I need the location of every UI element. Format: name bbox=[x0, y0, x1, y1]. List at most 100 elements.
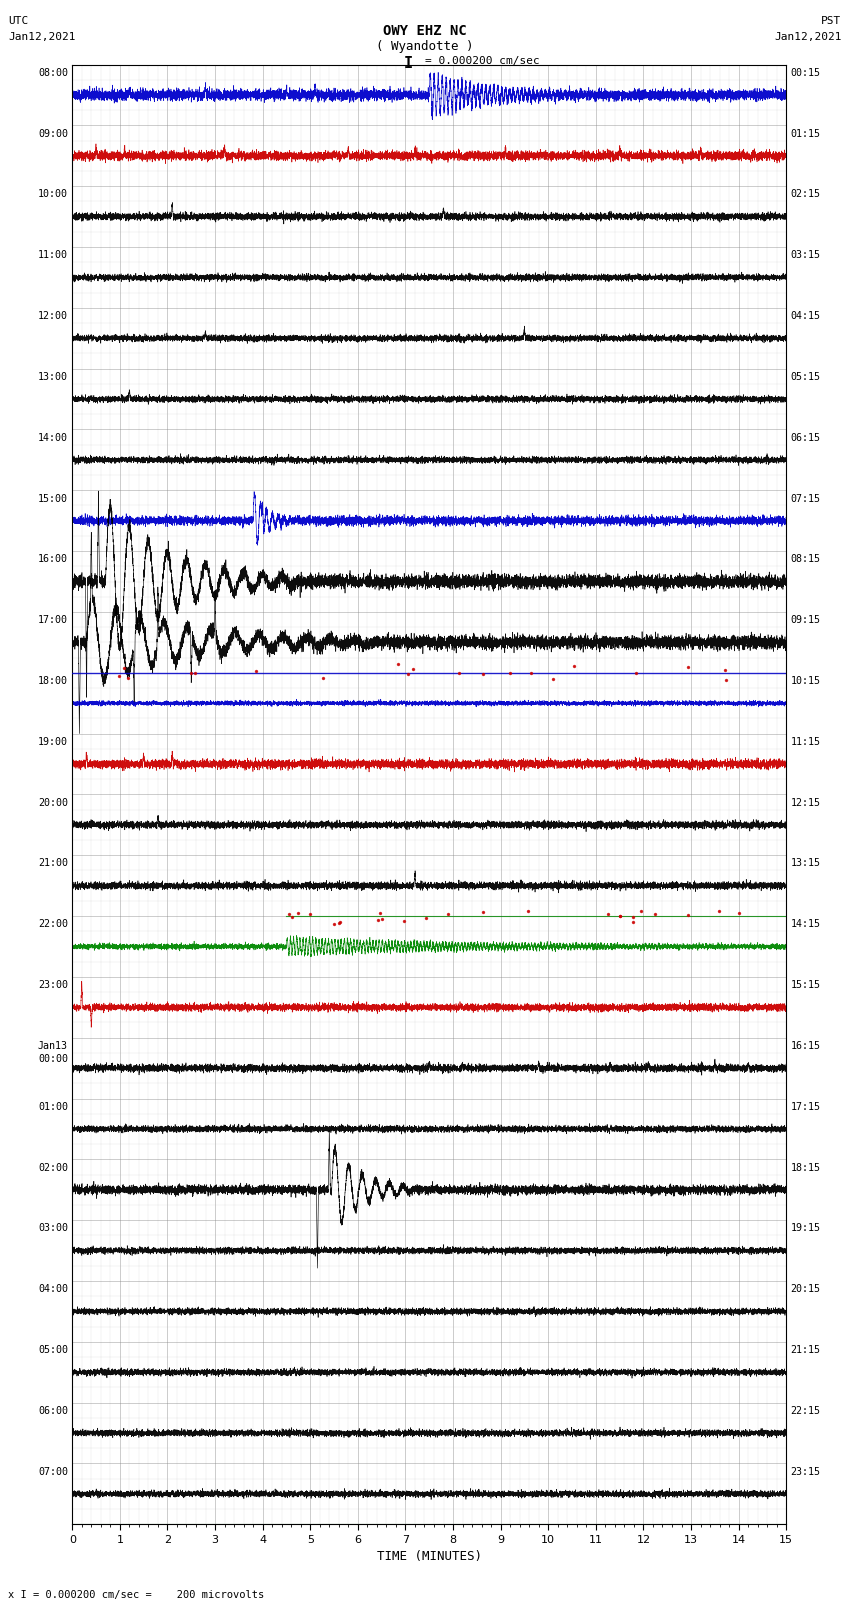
Point bbox=[398, 908, 411, 934]
Point bbox=[112, 663, 126, 689]
Point bbox=[613, 903, 626, 929]
Text: 13:00: 13:00 bbox=[38, 373, 68, 382]
Text: 17:00: 17:00 bbox=[38, 615, 68, 626]
Point bbox=[184, 660, 198, 686]
Point bbox=[391, 652, 405, 677]
Point bbox=[371, 908, 385, 934]
Point bbox=[634, 898, 648, 924]
Text: 01:15: 01:15 bbox=[790, 129, 820, 139]
Text: 15:15: 15:15 bbox=[790, 981, 820, 990]
Point bbox=[316, 665, 330, 690]
Text: 09:00: 09:00 bbox=[38, 129, 68, 139]
Text: 19:15: 19:15 bbox=[790, 1223, 820, 1234]
Text: 07:15: 07:15 bbox=[790, 494, 820, 503]
X-axis label: TIME (MINUTES): TIME (MINUTES) bbox=[377, 1550, 482, 1563]
Point bbox=[406, 656, 420, 682]
Point bbox=[188, 660, 201, 686]
Text: 21:15: 21:15 bbox=[790, 1345, 820, 1355]
Point bbox=[720, 666, 734, 692]
Text: 10:15: 10:15 bbox=[790, 676, 820, 686]
Point bbox=[568, 653, 581, 679]
Point bbox=[547, 666, 560, 692]
Point bbox=[249, 658, 263, 684]
Point bbox=[333, 910, 347, 936]
Text: ( Wyandotte ): ( Wyandotte ) bbox=[377, 40, 473, 53]
Text: 10:00: 10:00 bbox=[38, 189, 68, 200]
Text: 03:00: 03:00 bbox=[38, 1223, 68, 1234]
Text: Jan13: Jan13 bbox=[38, 1040, 68, 1052]
Point bbox=[327, 911, 341, 937]
Point bbox=[626, 908, 640, 934]
Point bbox=[733, 900, 746, 926]
Point bbox=[122, 665, 135, 690]
Text: 12:15: 12:15 bbox=[790, 798, 820, 808]
Text: 00:15: 00:15 bbox=[790, 68, 820, 77]
Point bbox=[524, 660, 538, 686]
Text: 05:15: 05:15 bbox=[790, 373, 820, 382]
Point bbox=[682, 902, 695, 927]
Text: 20:00: 20:00 bbox=[38, 798, 68, 808]
Text: 21:00: 21:00 bbox=[38, 858, 68, 868]
Point bbox=[477, 898, 490, 924]
Text: 14:15: 14:15 bbox=[790, 919, 820, 929]
Text: 12:00: 12:00 bbox=[38, 311, 68, 321]
Text: UTC: UTC bbox=[8, 16, 29, 26]
Text: OWY EHZ NC: OWY EHZ NC bbox=[383, 24, 467, 39]
Point bbox=[626, 905, 639, 931]
Text: 02:15: 02:15 bbox=[790, 189, 820, 200]
Text: 00:00: 00:00 bbox=[38, 1053, 68, 1065]
Point bbox=[718, 656, 732, 682]
Text: 17:15: 17:15 bbox=[790, 1102, 820, 1111]
Text: Jan12,2021: Jan12,2021 bbox=[8, 32, 76, 42]
Point bbox=[375, 907, 388, 932]
Point bbox=[441, 900, 455, 926]
Text: 08:00: 08:00 bbox=[38, 68, 68, 77]
Text: 22:15: 22:15 bbox=[790, 1407, 820, 1416]
Point bbox=[282, 902, 296, 927]
Point bbox=[630, 661, 643, 687]
Point bbox=[477, 661, 490, 687]
Point bbox=[712, 898, 726, 924]
Text: 08:15: 08:15 bbox=[790, 555, 820, 565]
Point bbox=[374, 900, 388, 926]
Text: 09:15: 09:15 bbox=[790, 615, 820, 626]
Text: 16:15: 16:15 bbox=[790, 1040, 820, 1052]
Point bbox=[286, 905, 299, 931]
Text: = 0.000200 cm/sec: = 0.000200 cm/sec bbox=[425, 56, 540, 66]
Text: 07:00: 07:00 bbox=[38, 1466, 68, 1476]
Text: 16:00: 16:00 bbox=[38, 555, 68, 565]
Text: 15:00: 15:00 bbox=[38, 494, 68, 503]
Text: 22:00: 22:00 bbox=[38, 919, 68, 929]
Text: 14:00: 14:00 bbox=[38, 432, 68, 442]
Point bbox=[602, 902, 615, 927]
Text: 13:15: 13:15 bbox=[790, 858, 820, 868]
Text: 06:15: 06:15 bbox=[790, 432, 820, 442]
Point bbox=[502, 660, 516, 686]
Text: 01:00: 01:00 bbox=[38, 1102, 68, 1111]
Point bbox=[401, 661, 415, 687]
Text: 11:00: 11:00 bbox=[38, 250, 68, 260]
Text: 18:15: 18:15 bbox=[790, 1163, 820, 1173]
Point bbox=[291, 900, 304, 926]
Text: PST: PST bbox=[821, 16, 842, 26]
Point bbox=[332, 910, 346, 936]
Text: 23:15: 23:15 bbox=[790, 1466, 820, 1476]
Text: 19:00: 19:00 bbox=[38, 737, 68, 747]
Text: 05:00: 05:00 bbox=[38, 1345, 68, 1355]
Point bbox=[116, 655, 130, 681]
Point bbox=[452, 660, 466, 686]
Text: 02:00: 02:00 bbox=[38, 1163, 68, 1173]
Text: 11:15: 11:15 bbox=[790, 737, 820, 747]
Point bbox=[419, 905, 433, 931]
Point bbox=[613, 903, 626, 929]
Text: Jan12,2021: Jan12,2021 bbox=[774, 32, 842, 42]
Text: x I = 0.000200 cm/sec =    200 microvolts: x I = 0.000200 cm/sec = 200 microvolts bbox=[8, 1590, 264, 1600]
Text: 06:00: 06:00 bbox=[38, 1407, 68, 1416]
Point bbox=[303, 902, 316, 927]
Text: 23:00: 23:00 bbox=[38, 981, 68, 990]
Text: 04:15: 04:15 bbox=[790, 311, 820, 321]
Text: 03:15: 03:15 bbox=[790, 250, 820, 260]
Point bbox=[682, 655, 695, 681]
Text: I: I bbox=[404, 56, 412, 71]
Text: 20:15: 20:15 bbox=[790, 1284, 820, 1294]
